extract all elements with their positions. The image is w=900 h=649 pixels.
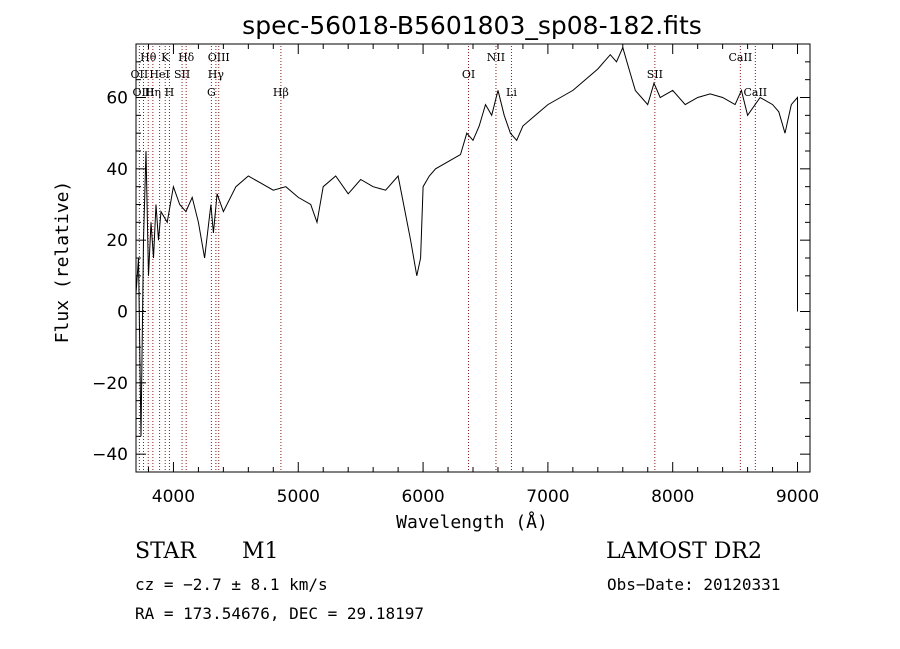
y-axis-ticks: −40 −20 0 20 40 60 [92, 43, 810, 473]
spectral-line-label: OIII [132, 86, 154, 99]
x-tick-label: 9000 [776, 487, 819, 507]
spectral-line-label: OII [131, 68, 149, 81]
x-tick-label: 5000 [277, 487, 320, 507]
x-axis-label: Wavelength (Å) [396, 511, 548, 533]
x-tick-label: 8000 [651, 487, 694, 507]
observation-date: Obs−Date: 20120331 [607, 575, 780, 594]
chart-title: spec-56018-B5601803_sp08-182.fits [242, 11, 702, 40]
survey-name: LAMOST DR2 [606, 539, 762, 564]
spectral-line-label: CaII [729, 51, 753, 64]
spectral-line-label: Hγ [208, 68, 225, 81]
coordinates: RA = 173.54676, DEC = 29.18197 [135, 604, 424, 623]
spectral-line-label: G [207, 86, 216, 99]
spectral-line-markers [138, 46, 756, 470]
spectral-line-label: H [165, 86, 175, 99]
x-tick-label: 7000 [526, 487, 569, 507]
spectral-line-label: Hδ [178, 51, 195, 64]
spectral-line-label: Hθ [140, 51, 157, 64]
spectral-line-label: Li [506, 86, 517, 99]
spectral-line-label: NII [487, 51, 505, 64]
y-tick-label: 40 [106, 160, 128, 180]
x-axis-ticks: 4000 5000 6000 7000 8000 9000 [147, 44, 819, 507]
redshift-cz: cz = −2.7 ± 8.1 km/s [135, 575, 328, 594]
y-tick-label: 60 [106, 89, 128, 109]
y-tick-label: −20 [92, 374, 128, 394]
spectral-line-label: SII [174, 68, 190, 81]
object-class: STAR [135, 539, 197, 564]
spectral-line-label: K [161, 51, 170, 64]
flux-series-line [135, 46, 798, 437]
spectral-line-label: Hη [145, 86, 161, 99]
spectral-line-label: CaII [743, 86, 767, 99]
y-tick-label: −40 [92, 445, 128, 465]
spectral-line-label: HeI [149, 68, 169, 81]
spectral-line-label: OIII [208, 51, 230, 64]
x-tick-label: 6000 [401, 487, 444, 507]
spectral-line-label: OI [462, 68, 475, 81]
spectral-line-label: SII [647, 68, 663, 81]
y-tick-label: 20 [106, 231, 128, 251]
y-tick-label: 0 [117, 303, 128, 323]
object-subclass: M1 [242, 539, 279, 564]
x-tick-label: 4000 [152, 487, 195, 507]
plot-frame [135, 43, 811, 473]
spectral-line-label: Hβ [273, 86, 289, 99]
y-axis-label: Flux (relative) [52, 181, 73, 344]
